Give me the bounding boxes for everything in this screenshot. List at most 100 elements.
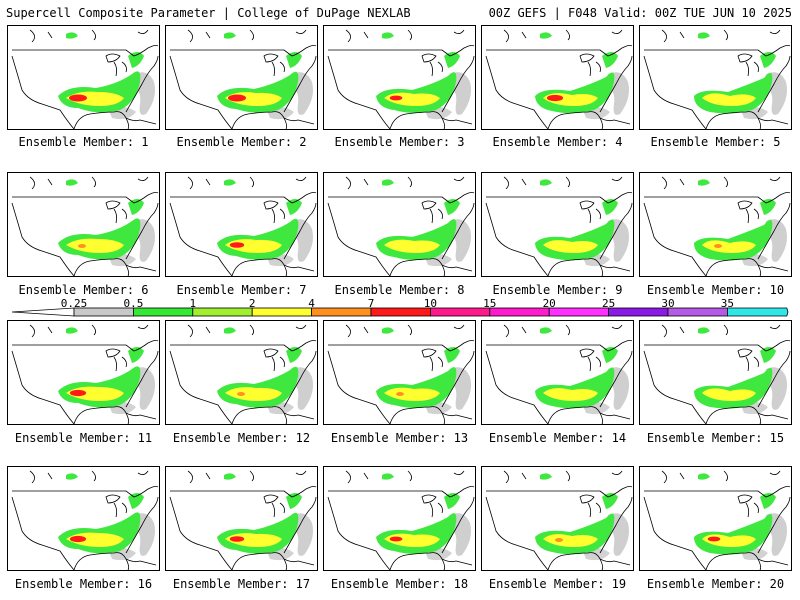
caribbean-islands [757,558,789,566]
ensemble-member-label: Ensemble Member: 3 [334,135,465,149]
scp-green-canada [382,179,394,186]
west-coast-mexico-border [11,202,75,276]
gulf-coast [705,552,762,570]
caribbean-islands [599,558,631,566]
west-coast-mexico-border [327,350,391,424]
east-coast [125,496,159,554]
caribbean-islands [283,117,315,125]
lake-michigan [271,356,276,372]
scp-yellow-core [384,239,440,253]
west-coast-mexico-border [169,55,233,129]
lake-superior [579,494,595,504]
lake-superior [579,53,595,63]
lake-superior [579,348,595,358]
caribbean-islands [441,558,473,566]
ensemble-map-panel [481,320,634,425]
scp-red-max [707,536,721,542]
canada-features [187,29,307,43]
scp-green-canada [382,473,394,480]
canada-features [661,324,781,338]
scp-green-northeast [128,199,144,215]
lake-michigan [113,61,118,77]
lake-michigan [587,356,592,372]
colorbar-tick-label: 35 [720,297,735,310]
ensemble-member-label: Ensemble Member: 19 [488,577,627,591]
scp-green-northeast [760,493,776,509]
colorbar-segment [608,307,669,317]
scp-map [11,176,159,276]
lake-michigan [587,502,592,518]
lake-huron [753,502,759,514]
east-coast [125,202,159,260]
geographic-outlines [485,29,633,129]
scp-green-canada [540,327,552,334]
scp-green-northeast [444,493,460,509]
ensemble-map-panel [481,466,634,571]
lake-superior [737,348,753,358]
ensemble-map-panel [165,466,318,571]
geographic-outlines [11,29,159,129]
lake-superior [105,348,121,358]
scp-orange-max [714,244,722,248]
geographic-outlines [11,176,159,276]
west-coast-mexico-border [327,496,391,570]
canada-features [29,176,149,190]
ensemble-member-label: Ensemble Member: 14 [488,431,627,445]
gulf-coast [389,406,446,424]
canada-features [29,324,149,338]
lake-huron [279,61,285,73]
east-coast [599,350,633,408]
lake-michigan [271,208,276,224]
ensemble-member-label: Ensemble Member: 13 [330,431,469,445]
caribbean-islands [283,264,315,272]
west-coast-mexico-border [169,202,233,276]
caribbean-islands [757,117,789,125]
caribbean-islands [125,264,157,272]
gulf-coast [389,111,446,129]
scp-map [643,176,791,276]
east-coast [283,55,317,113]
west-coast-mexico-border [643,202,707,276]
colorbar-segment [192,307,253,317]
scp-red-max [389,95,403,101]
scp-green-canada [540,179,552,186]
ensemble-map-panel [481,172,634,277]
scp-green-canada [698,179,710,186]
us-canada-border [12,339,159,352]
scp-green-band [217,71,299,113]
ensemble-map-panel [481,25,634,130]
colorbar-tick-label: 10 [423,297,438,310]
scp-green-band [376,72,457,113]
us-canada-border [328,339,475,352]
lake-michigan [429,61,434,77]
lake-huron [753,356,759,368]
scp-map [11,324,159,424]
scp-map [327,470,475,570]
canada-features [345,324,465,338]
scp-green-canada [224,179,236,186]
ensemble-map-panel [639,172,792,277]
lake-superior [737,53,753,63]
west-coast-mexico-border [485,202,549,276]
scp-green-band [58,366,141,408]
scp-green-canada [698,327,710,334]
geographic-outlines [643,29,791,129]
scp-green-band [376,367,457,408]
ensemble-map-panel [7,172,160,277]
caribbean-islands [125,117,157,125]
geographic-outlines [11,324,159,424]
lake-michigan [745,208,750,224]
colorbar-tick-label: 4 [308,297,315,310]
geographic-outlines [327,176,475,276]
geographic-outlines [643,176,791,276]
lake-huron [595,61,601,73]
caribbean-islands [441,412,473,420]
scp-green-canada [66,32,78,39]
canada-features [187,470,307,484]
lake-michigan [745,356,750,372]
east-coast [125,350,159,408]
scp-orange-max [396,392,404,396]
scp-yellow-core [384,387,440,401]
scp-map [169,176,317,276]
lake-michigan [429,356,434,372]
